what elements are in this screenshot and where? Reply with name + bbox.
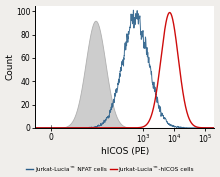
Y-axis label: Count: Count — [6, 53, 15, 80]
X-axis label: hICOS (PE): hICOS (PE) — [101, 147, 149, 156]
Legend: Jurkat-Lucia™ NFAT cells, Jurkat-Lucia™-hICOS cells: Jurkat-Lucia™ NFAT cells, Jurkat-Lucia™-… — [24, 164, 196, 174]
